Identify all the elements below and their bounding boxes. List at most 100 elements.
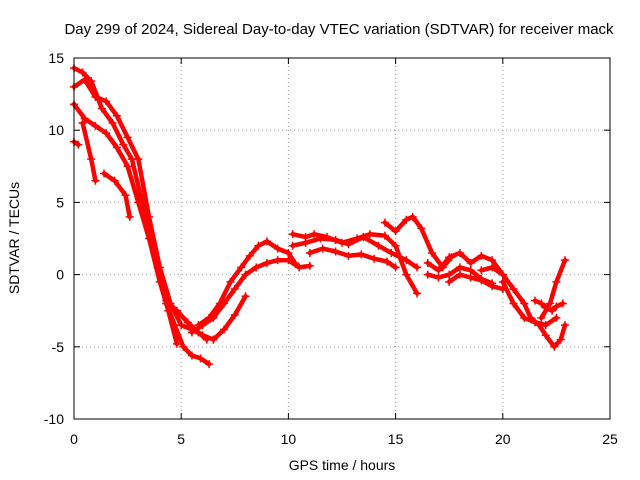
data-point <box>301 238 310 247</box>
data-point <box>466 266 475 275</box>
data-point <box>273 256 282 265</box>
data-point <box>119 140 128 149</box>
data-point <box>179 342 188 351</box>
data-point <box>196 354 205 363</box>
data-point <box>284 256 293 265</box>
data-point <box>112 143 121 152</box>
data-point <box>305 248 314 257</box>
data-point <box>102 129 111 138</box>
chart-title: Day 299 of 2024, Sidereal Day-to-day VTE… <box>64 21 614 38</box>
data-point <box>262 237 271 246</box>
data-point <box>172 339 181 348</box>
data-point <box>262 259 271 268</box>
data-point <box>112 111 121 120</box>
data-point <box>509 285 518 294</box>
series-line <box>196 239 298 328</box>
data-point <box>284 248 293 257</box>
data-point <box>365 230 374 239</box>
data-point <box>520 313 529 322</box>
x-tick-label: 15 <box>388 431 404 447</box>
data-point <box>560 256 569 265</box>
data-point <box>550 342 559 351</box>
data-point <box>383 257 392 266</box>
data-point <box>374 241 383 250</box>
series-line <box>189 257 313 335</box>
data-point <box>445 277 454 286</box>
data-point <box>498 270 507 279</box>
y-tick-label: 5 <box>56 194 64 210</box>
data-point <box>108 118 117 127</box>
data-point <box>537 299 546 308</box>
x-tick-label: 25 <box>602 431 618 447</box>
data-point <box>428 248 437 257</box>
data-point <box>288 241 297 250</box>
data-point <box>357 250 366 259</box>
data-point <box>305 261 314 270</box>
data-point <box>552 302 561 311</box>
data-point <box>125 212 134 221</box>
data-point <box>331 235 340 244</box>
data-point <box>488 282 497 291</box>
data-point <box>97 104 106 113</box>
data-point <box>408 212 417 221</box>
data-point <box>413 289 422 298</box>
data-point <box>423 259 432 268</box>
data-point <box>209 335 218 344</box>
data-point <box>445 270 454 279</box>
data-point <box>230 285 239 294</box>
data-point <box>455 270 464 279</box>
data-point <box>123 133 132 142</box>
data-point <box>318 244 327 253</box>
data-point <box>541 321 550 330</box>
data-point <box>545 299 554 308</box>
data-point <box>455 263 464 272</box>
data-point <box>556 335 565 344</box>
data-point <box>91 121 100 130</box>
data-point <box>509 299 518 308</box>
data-point <box>488 263 497 272</box>
data-point <box>552 313 561 322</box>
data-point <box>91 176 100 185</box>
data-point <box>417 224 426 233</box>
data-point <box>80 114 89 123</box>
grid <box>74 58 610 419</box>
data-point <box>370 254 379 263</box>
data-point <box>80 75 89 84</box>
data-point <box>344 251 353 260</box>
data-point <box>100 169 109 178</box>
data-point <box>74 140 83 149</box>
y-tick-label: 0 <box>56 267 64 283</box>
series-line <box>500 279 559 328</box>
data-point <box>402 256 411 265</box>
series-line <box>211 294 248 342</box>
data-point <box>87 77 96 86</box>
data-point <box>172 306 181 315</box>
y-axis-label: SDTVAR / TECUs <box>6 182 22 294</box>
data-point <box>187 351 196 360</box>
data-point <box>530 296 539 305</box>
data-point <box>455 248 464 257</box>
data-point <box>102 97 111 106</box>
data-point <box>530 318 539 327</box>
data-point <box>387 248 396 257</box>
data-point <box>230 311 239 320</box>
data-point <box>78 68 87 77</box>
y-tick-label: -10 <box>44 411 64 427</box>
data-point <box>254 241 263 250</box>
data-point <box>252 263 261 272</box>
data-point <box>134 155 143 164</box>
data-point <box>187 328 196 337</box>
data-point <box>548 306 557 315</box>
x-tick-label: 5 <box>177 431 185 447</box>
data-point <box>123 162 132 171</box>
data-point <box>402 270 411 279</box>
data-point <box>434 273 443 282</box>
data-point <box>477 251 486 260</box>
data-point <box>121 191 130 200</box>
data-point <box>245 251 254 260</box>
data-point <box>488 256 497 265</box>
series-line <box>80 120 98 183</box>
data-point <box>423 270 432 279</box>
axis-ticks: 0 5 10 15 20 25 15 10 5 0 -5 -10 <box>44 50 618 447</box>
